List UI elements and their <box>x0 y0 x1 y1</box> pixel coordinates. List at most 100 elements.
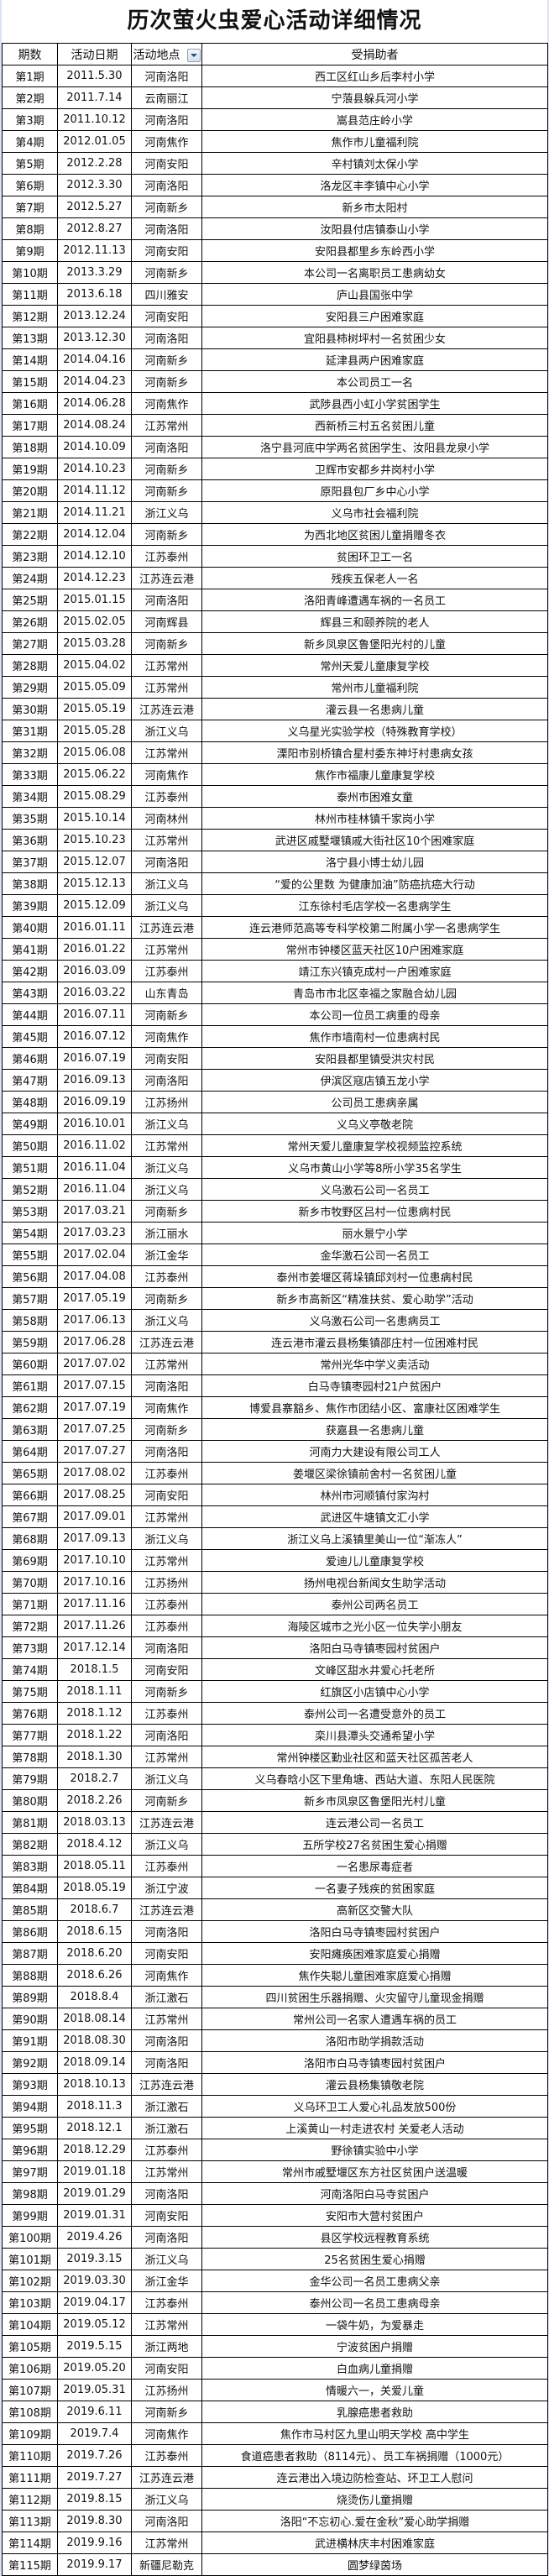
cell-location: 江苏常州 <box>131 829 202 851</box>
cell-recipient: 爱迪儿儿童康复学校 <box>201 1549 548 1572</box>
cell-date: 2019.9.16 <box>57 2531 132 2554</box>
cell-recipient: 博爱县寨豁乡、焦作市团结小区、富康社区困难学生 <box>201 1396 548 1419</box>
cell-recipient: 常州市钟楼区蓝天社区10户困难家庭 <box>201 938 548 961</box>
cell-location: 江苏常州 <box>131 414 202 437</box>
cell-location: 河南安阳 <box>131 1658 202 1681</box>
cell-recipient: 白血病儿童捐赠 <box>201 2357 548 2380</box>
cell-date: 2018.10.13 <box>57 2073 132 2096</box>
table-row: 第4期 2012.01.05 河南焦作 焦作市儿童福利院 <box>2 130 548 153</box>
table-row: 第41期 2016.01.22 江苏常州 常州市钟楼区蓝天社区10户困难家庭 <box>2 938 548 961</box>
cell-date: 2016.07.11 <box>57 1003 132 1026</box>
cell-period: 第17期 <box>2 414 58 437</box>
cell-date: 2018.2.26 <box>57 1789 132 1812</box>
table-row: 第68期 2017.09.13 浙江义乌 浙江义乌上溪镇里美山一位“渐冻人” <box>2 1527 548 1550</box>
cell-recipient: 焦作市儿童福利院 <box>201 130 548 153</box>
table-row: 第89期 2018.8.4 浙江激石 四川贫困生乐器捐赠、火灾留守儿童现金捐赠 <box>2 1986 548 2008</box>
cell-period: 第67期 <box>2 1505 58 1528</box>
cell-location: 河南洛阳 <box>131 217 202 240</box>
cell-location: 河南洛阳 <box>131 1636 202 1659</box>
table-row: 第102期 2019.03.30 浙江金华 金华公司一名员工患病父亲 <box>2 2270 548 2292</box>
table-row: 第35期 2015.10.14 河南林州 林州市桂林镇千家岗小学 <box>2 807 548 830</box>
table-row: 第57期 2017.05.19 河南新乡 新乡市高新区“精准扶贫、爱心助学”活动 <box>2 1287 548 1310</box>
table-row: 第23期 2014.12.10 江苏泰州 贫困环卫工一名 <box>2 545 548 568</box>
cell-recipient: 连云港市灌云县杨集镇邵庄村一位困难村民 <box>201 1331 548 1353</box>
cell-period: 第29期 <box>2 676 58 699</box>
cell-period: 第12期 <box>2 305 58 327</box>
cell-location: 江苏泰州 <box>131 1702 202 1725</box>
cell-recipient: 灌云县杨集镇敬老院 <box>201 2073 548 2096</box>
cell-recipient: 江东徐村毛店学校一名患病学生 <box>201 894 548 917</box>
cell-location: 河南焦作 <box>131 1964 202 1987</box>
cell-recipient: 丽水景宁小学 <box>201 1222 548 1244</box>
cell-location: 河南洛阳 <box>131 1440 202 1463</box>
cell-recipient: 武进区戚墅堰镇戚大街社区10个困难家庭 <box>201 829 548 851</box>
dropdown-filter-icon[interactable] <box>186 48 201 62</box>
cell-period: 第59期 <box>2 1331 58 1353</box>
cell-location: 河南安阳 <box>131 1942 202 1965</box>
cell-location: 浙江义乌 <box>131 720 202 742</box>
header-location-label: 活动地点 <box>133 48 180 62</box>
cell-period: 第90期 <box>2 2008 58 2030</box>
table-row: 第97期 2019.01.18 江苏常州 常州市戚墅堰区东方社区贫困户送温暖 <box>2 2160 548 2183</box>
cell-period: 第91期 <box>2 2029 58 2052</box>
table-row: 第104期 2019.05.12 江苏常州 一袋牛奶，为爱暴走 <box>2 2313 548 2336</box>
cell-period: 第115期 <box>2 2553 58 2576</box>
cell-location: 江苏常州 <box>131 676 202 699</box>
cell-location: 河南辉县 <box>131 610 202 633</box>
table-row: 第113期 2019.8.30 河南洛阳 洛阳“不忘初心.爱在金秋”爱心助学捐赠 <box>2 2510 548 2532</box>
cell-date: 2017.07.27 <box>57 1440 132 1463</box>
table-row: 第37期 2015.12.07 河南洛阳 洛宁县小博士幼儿园 <box>2 851 548 873</box>
cell-date: 2018.8.4 <box>57 1986 132 2008</box>
cell-location: 江苏常州 <box>131 1746 202 1768</box>
cell-date: 2014.04.16 <box>57 348 132 371</box>
cell-recipient: 上溪黄山一村走进农村 关爱老人活动 <box>201 2117 548 2139</box>
cell-recipient: 河南力大建设有限公司工人 <box>201 1440 548 1463</box>
cell-period: 第56期 <box>2 1265 58 1288</box>
cell-date: 2019.8.30 <box>57 2510 132 2532</box>
cell-recipient: 五所学校27名贫困生爱心捐赠 <box>201 1833 548 1856</box>
table-row: 第6期 2012.3.30 河南洛阳 洛龙区丰李镇中心小学 <box>2 174 548 196</box>
table-row: 第19期 2014.10.23 河南新乡 卫辉市安都乡井岗村小学 <box>2 458 548 480</box>
cell-recipient: 新乡市牧野区吕村一位患病村民 <box>201 1200 548 1223</box>
cell-recipient: 义乌星光实验学校（特殊教育学校） <box>201 720 548 742</box>
cell-location: 江苏连云港 <box>131 698 202 720</box>
cell-location: 河南洛阳 <box>131 1920 202 1943</box>
table-row: 第1期 2011.5.30 河南洛阳 西工区红山乡后李村小学 <box>2 65 548 87</box>
cell-recipient: 常州公司一名家人遭遇车祸的员工 <box>201 2008 548 2030</box>
cell-location: 江苏扬州 <box>131 1571 202 1594</box>
table-row: 第64期 2017.07.27 河南洛阳 河南力大建设有限公司工人 <box>2 1440 548 1463</box>
cell-date: 2018.1.12 <box>57 1702 132 1725</box>
cell-location: 河南新乡 <box>131 632 202 655</box>
cell-location: 河南焦作 <box>131 392 202 415</box>
cell-location: 浙江义乌 <box>131 872 202 895</box>
cell-period: 第4期 <box>2 130 58 153</box>
cell-recipient: 泰州公司一名员工患病母亲 <box>201 2291 548 2314</box>
cell-location: 河南安阳 <box>131 2204 202 2227</box>
table-row: 第18期 2014.10.09 河南洛阳 洛宁县河底中学两名贫困学生、汝阳县龙泉小学 <box>2 436 548 458</box>
cell-recipient: 义乌市黄山小学等8所小学35名学生 <box>201 1156 548 1179</box>
cell-date: 2019.3.15 <box>57 2248 132 2270</box>
cell-recipient: 庐山县国张中学 <box>201 283 548 306</box>
cell-recipient: 新乡凤泉区鲁堡阳光村的儿童 <box>201 632 548 655</box>
cell-period: 第35期 <box>2 807 58 830</box>
cell-location: 河南新乡 <box>131 1680 202 1703</box>
cell-period: 第66期 <box>2 1484 58 1506</box>
cell-location: 河南新乡 <box>131 479 202 502</box>
cell-location: 江苏泰州 <box>131 1265 202 1288</box>
cell-date: 2012.3.30 <box>57 174 132 196</box>
cell-recipient: 辉县三和颐养院的老人 <box>201 610 548 633</box>
cell-location: 浙江义乌 <box>131 894 202 917</box>
cell-location: 河南焦作 <box>131 763 202 786</box>
table-row: 第5期 2012.2.28 河南安阳 辛村镇刘太保小学 <box>2 152 548 175</box>
cell-period: 第7期 <box>2 196 58 218</box>
table-row: 第95期 2018.12.1 浙江激石 上溪黄山一村走进农村 关爱老人活动 <box>2 2117 548 2139</box>
cell-date: 2019.5.15 <box>57 2335 132 2358</box>
header-location[interactable]: 活动地点 <box>131 43 202 65</box>
cell-recipient: 连云港师范高等专科学校第二附属小学一名患病学生 <box>201 916 548 939</box>
cell-period: 第110期 <box>2 2444 58 2467</box>
table-row: 第28期 2015.04.02 江苏常州 常州天爱儿童康复学校 <box>2 654 548 677</box>
cell-location: 河南安阳 <box>131 2357 202 2380</box>
cell-recipient: 灌云县一名患病儿童 <box>201 698 548 720</box>
cell-date: 2018.2.7 <box>57 1767 132 1790</box>
cell-date: 2017.07.25 <box>57 1418 132 1441</box>
